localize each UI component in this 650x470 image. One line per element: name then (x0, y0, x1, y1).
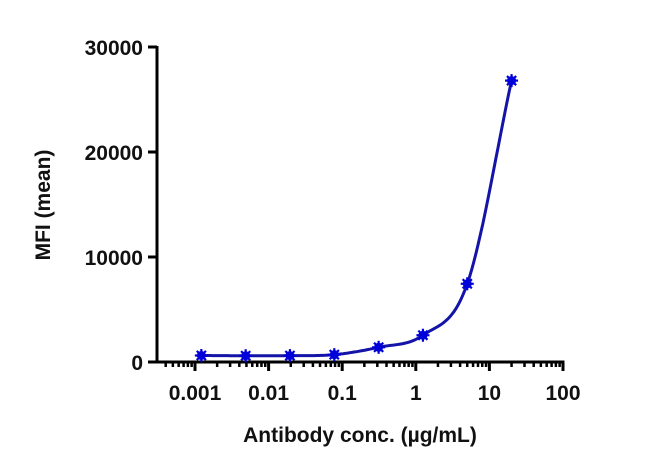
fit-curve (201, 80, 514, 358)
y-tick-label: 0 (131, 352, 143, 375)
data-point-marker (283, 349, 297, 363)
data-point-marker (505, 74, 519, 88)
axes (148, 45, 565, 371)
x-tick-label: 0.1 (328, 382, 358, 405)
y-tick-label: 10000 (85, 247, 143, 270)
x-axis-title: Antibody conc. (µg/mL) (243, 424, 477, 447)
tick-labels: 0 10000 20000 30000 0.001 0.01 0.1 1 10 100 (85, 37, 581, 405)
x-tick-label: 0.01 (248, 382, 289, 405)
data-point-marker (416, 328, 430, 342)
data-point-marker (460, 277, 474, 291)
y-tick-label: 30000 (85, 37, 143, 60)
x-tick-label: 10 (478, 382, 501, 405)
data-point-marker (239, 349, 253, 363)
x-tick-label: 0.001 (169, 382, 222, 405)
data-point-marker (327, 348, 341, 362)
data-point-marker (372, 340, 386, 354)
data-point-marker (194, 348, 208, 362)
x-tick-label: 1 (410, 382, 422, 405)
x-tick-label: 100 (545, 382, 580, 405)
y-tick-label: 20000 (85, 142, 143, 165)
data-markers (194, 74, 519, 363)
y-axis-title: MFI (mean) (32, 150, 55, 261)
